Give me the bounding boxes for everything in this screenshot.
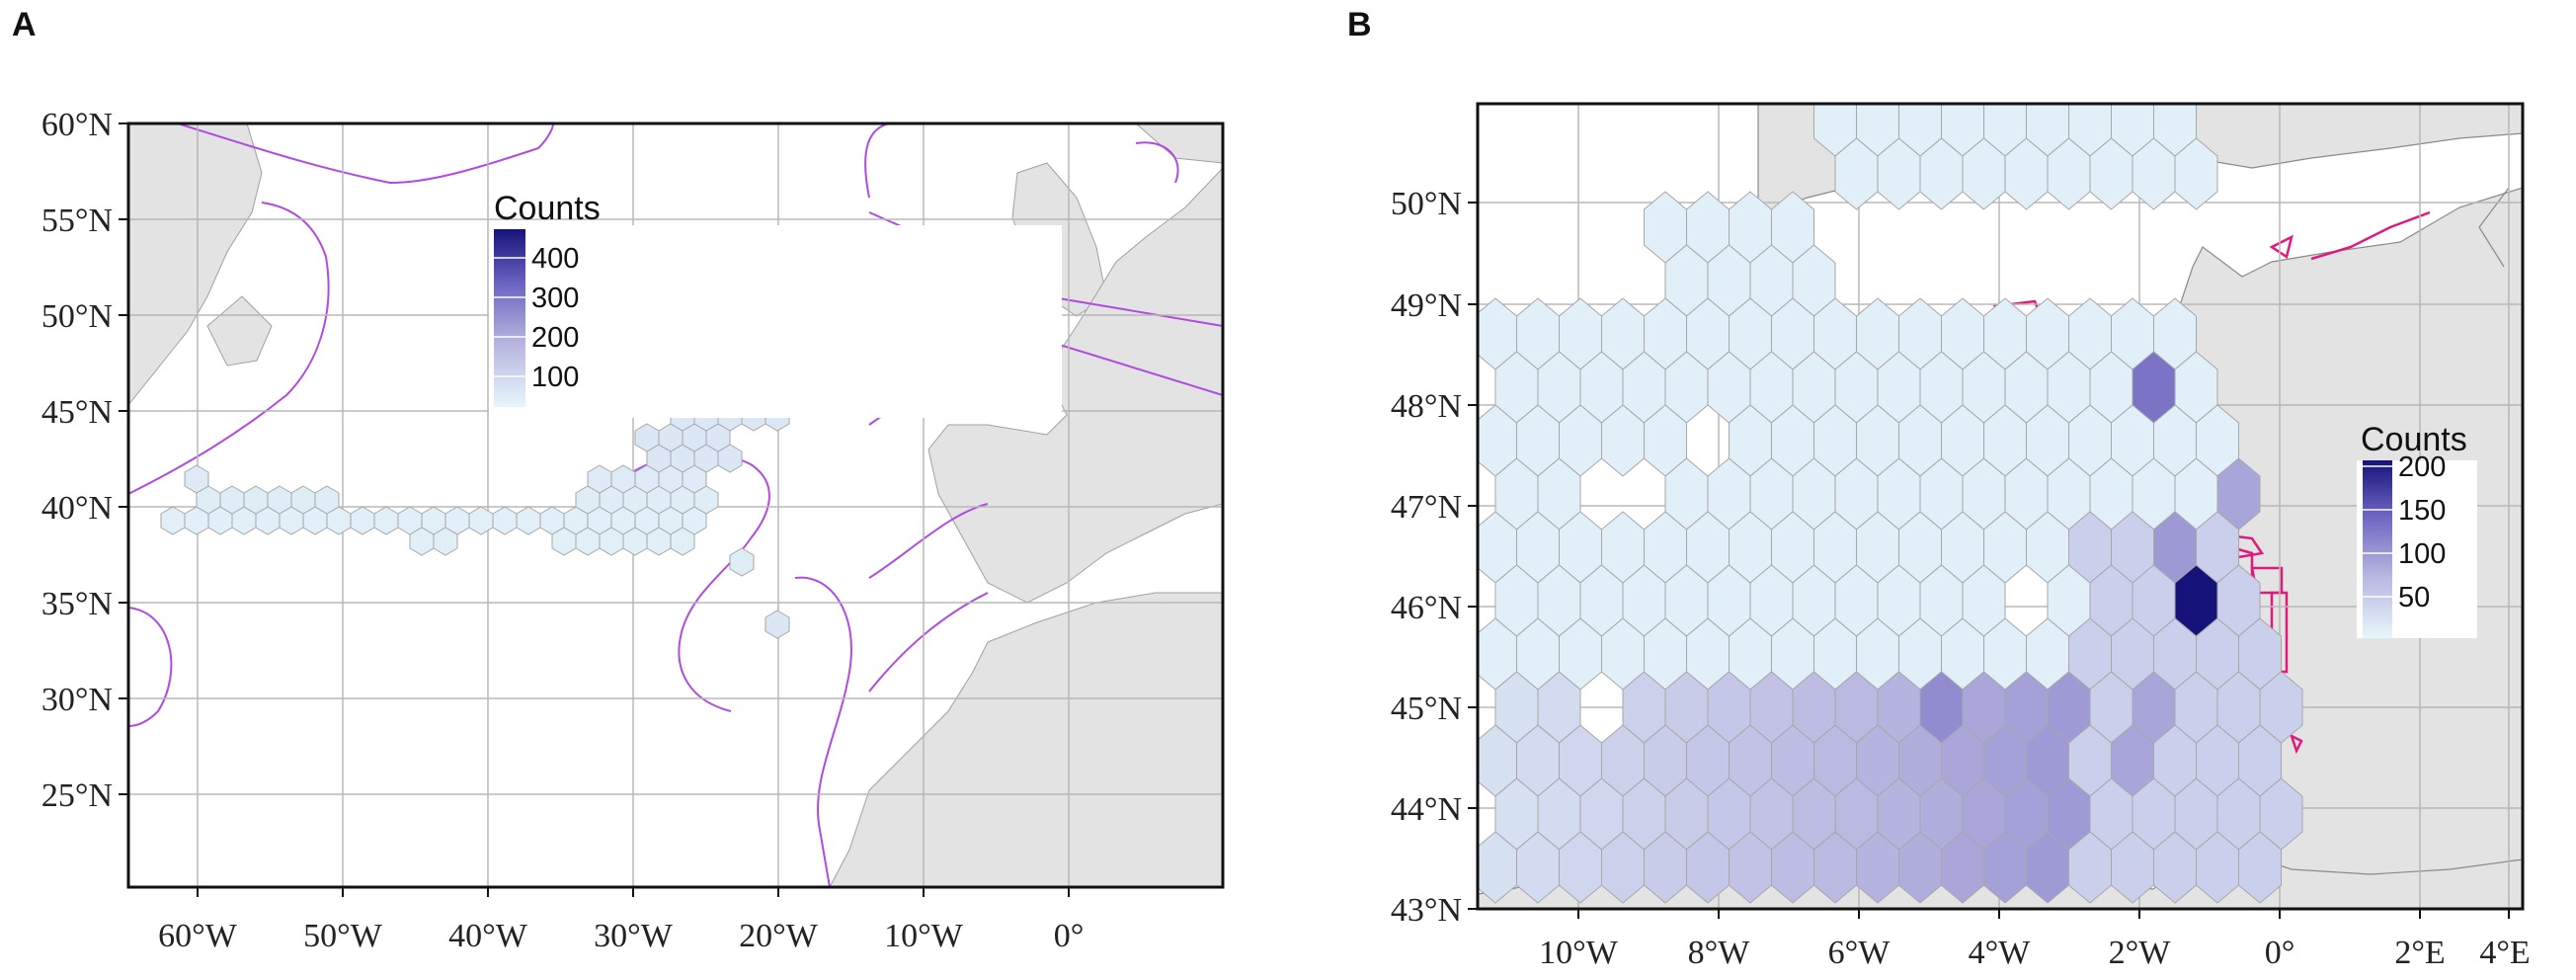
legend-label: 150: [2398, 495, 2446, 527]
x-tick-label: 4°W: [1969, 935, 2032, 971]
legend-title: Counts: [494, 190, 601, 227]
legend-label: 400: [531, 243, 579, 275]
x-tick-label: 20°W: [739, 918, 819, 954]
ticks-a: [119, 122, 1070, 897]
y-tick-label: 45°N: [41, 394, 113, 431]
y-tick-label: 35°N: [41, 586, 113, 622]
land-newfoundland: [206, 295, 273, 367]
y-tick-label: 50°N: [1391, 186, 1462, 222]
hexbin-cell: [2238, 831, 2282, 904]
panel-b: B: [1324, 0, 2576, 980]
y-tick-label: 47°N: [1391, 489, 1462, 526]
x-tick-label: 0°: [2265, 935, 2295, 971]
x-tick-label: 2°W: [2109, 935, 2172, 971]
panel-letter-b: B: [1347, 6, 1372, 43]
x-tick-label: 30°W: [594, 918, 674, 954]
legend-a: Counts 400 300 200 100: [489, 190, 1062, 418]
x-tick-label: 4°E: [2479, 935, 2530, 971]
hexbin-layer-b: [1478, 104, 2303, 904]
hexbin-cell: [433, 527, 458, 556]
legend-label: 200: [2398, 451, 2446, 483]
ticks-b: [1468, 202, 2510, 919]
legend-label: 100: [2398, 538, 2446, 570]
land-europe: [927, 167, 1223, 604]
y-tick-label: 30°N: [41, 682, 113, 718]
x-tick-label: 6°W: [1828, 935, 1892, 971]
x-tick-label: 10°W: [884, 918, 964, 954]
x-tick-label: 2°E: [2394, 935, 2445, 971]
legend-colorbar: [494, 229, 525, 407]
y-tick-label: 25°N: [41, 777, 113, 814]
legend-label: 100: [531, 362, 579, 393]
y-tick-label: 48°N: [1391, 388, 1462, 425]
legend-colorbar: [2363, 460, 2392, 638]
hexbin-cell: [765, 610, 790, 639]
y-tick-label: 46°N: [1391, 590, 1462, 626]
frame-a: [126, 122, 1225, 889]
legend-title: Counts: [2361, 421, 2467, 458]
hexbin-cell: [670, 527, 695, 556]
hexbin-cell: [314, 485, 340, 515]
y-tick-label: 55°N: [41, 203, 113, 239]
x-tick-label: 8°W: [1688, 935, 1751, 971]
hexbin-cell: [184, 464, 209, 494]
x-tick-label: 0°: [1054, 918, 1085, 954]
x-tick-label: 50°W: [303, 918, 383, 954]
y-tick-label: 40°N: [41, 490, 113, 527]
hexbin-cell: [729, 547, 755, 577]
x-tick-label: 60°W: [158, 918, 238, 954]
legend-b: Counts 200 150 100 50: [2357, 421, 2477, 638]
y-tick-label: 60°N: [41, 107, 113, 143]
x-tick-label: 40°W: [448, 918, 528, 954]
y-tick-label: 44°N: [1391, 791, 1462, 828]
y-tick-label: 45°N: [1391, 691, 1462, 727]
legend-label: 300: [531, 283, 579, 314]
panel-a: A: [0, 0, 1284, 980]
x-tick-label: 10°W: [1539, 935, 1619, 971]
map-b: 10°W 8°W 6°W 4°W 2°W 0° 2°E 4°E 50°N 49°…: [1391, 102, 2531, 971]
map-a: 60°W 50°W 40°W 30°W 20°W 10°W 0° 60°N 55…: [41, 107, 1225, 954]
panel-letter-a: A: [12, 6, 37, 43]
legend-label: 200: [531, 322, 579, 354]
land-north-america: [128, 123, 263, 406]
y-tick-label: 43°N: [1391, 892, 1462, 929]
y-tick-label: 49°N: [1391, 287, 1462, 324]
hexbin-cell: [2174, 137, 2218, 210]
legend-label: 50: [2398, 582, 2430, 613]
y-tick-label: 50°N: [41, 298, 113, 335]
